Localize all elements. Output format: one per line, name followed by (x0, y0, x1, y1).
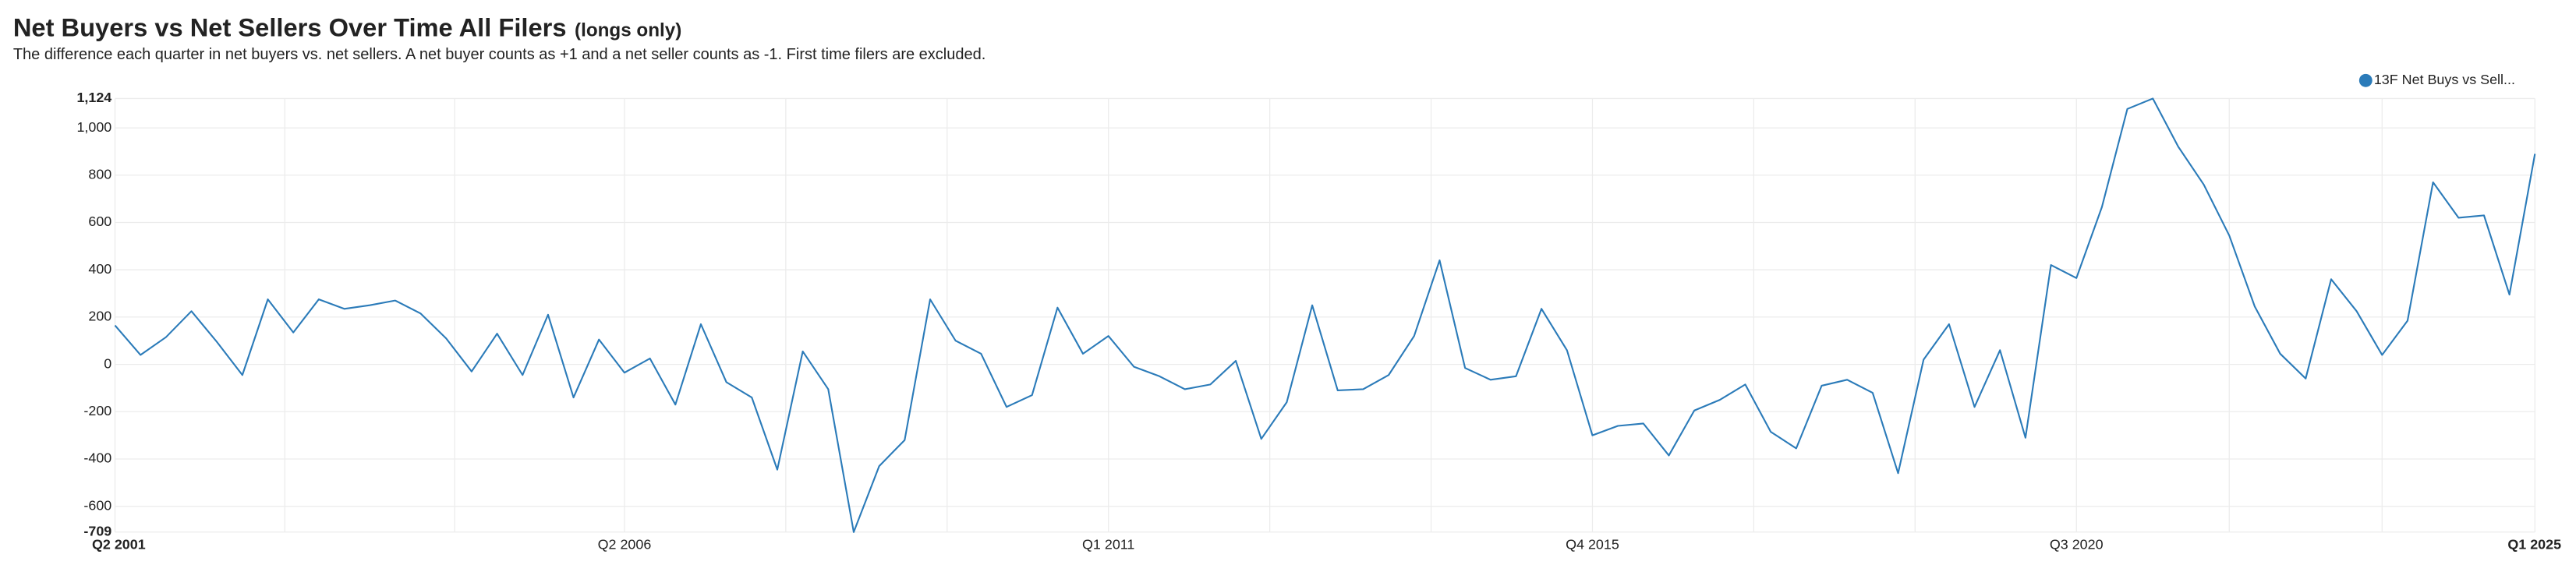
y-tick-label: -709 (83, 524, 111, 539)
title-main: Net Buyers vs Net Sellers Over Time All … (13, 12, 567, 41)
y-tick-label: -600 (83, 497, 111, 513)
title-suffix: (longs only) (575, 19, 681, 41)
subtitle: The difference each quarter in net buyer… (13, 46, 985, 63)
y-tick-label: -400 (83, 450, 111, 466)
x-tick-label: Q2 2006 (598, 536, 652, 552)
legend-marker (2358, 73, 2373, 87)
data-line (114, 97, 2536, 533)
y-tick-label: 0 (104, 355, 111, 371)
x-tick-label: Q2 2001 (92, 536, 146, 552)
x-tick-label: Q4 2015 (1566, 536, 1619, 552)
chart-title: Net Buyers vs Net Sellers Over Time All … (13, 12, 681, 41)
x-tick-label: Q1 2025 (2507, 536, 2561, 552)
y-tick-label: -200 (83, 403, 111, 418)
y-tick-label: 400 (88, 261, 111, 277)
y-tick-label: 600 (88, 214, 111, 229)
y-tick-label: 1,124 (76, 90, 111, 105)
x-tick-label: Q3 2020 (2050, 536, 2104, 552)
legend-label: 13F Net Buys vs Sell... (2374, 72, 2515, 87)
x-tick-label: Q1 2011 (1082, 536, 1134, 552)
y-tick-label: 800 (88, 167, 111, 182)
y-tick-label: 1,000 (76, 119, 111, 135)
y-tick-label: 200 (88, 309, 111, 324)
